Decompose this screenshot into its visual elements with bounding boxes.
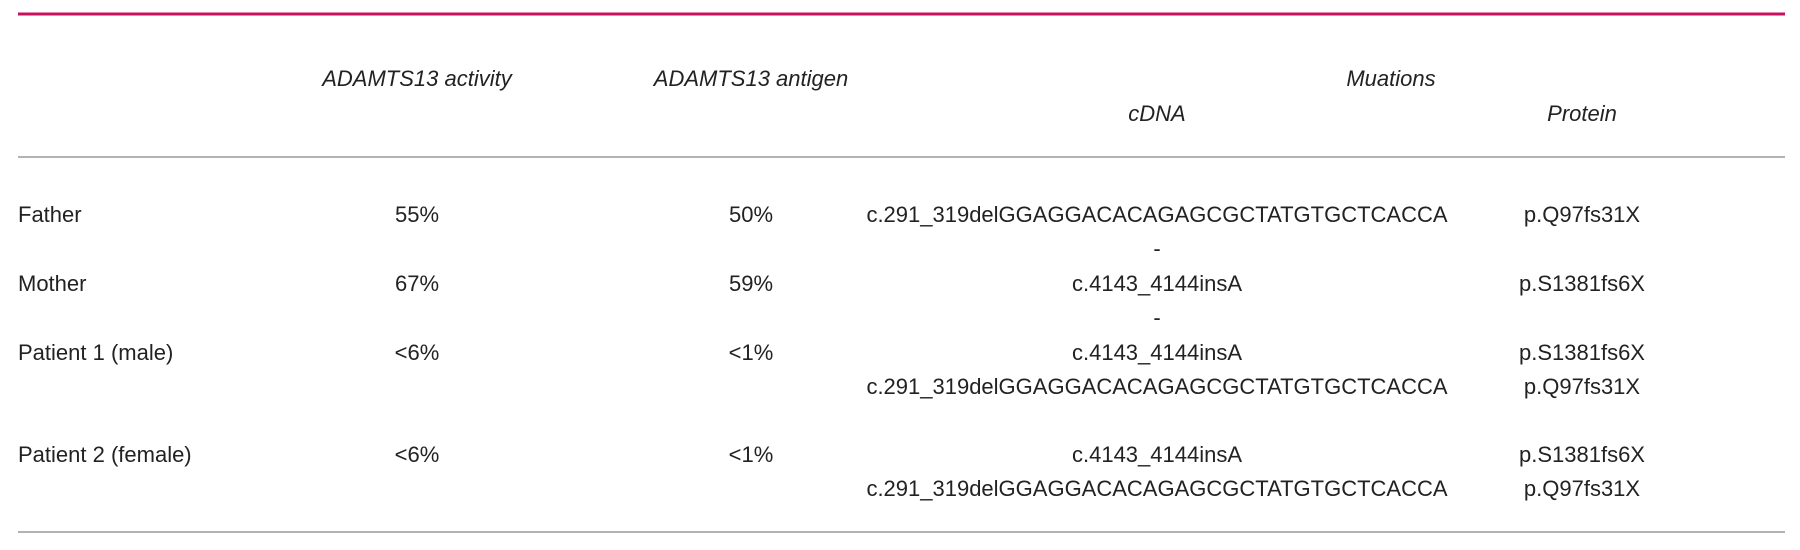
cell: p.Q97fs31X <box>1524 476 1641 501</box>
cell: p.S1381fs6X <box>1519 340 1645 365</box>
cell: <1% <box>729 442 774 467</box>
cell: 55% <box>395 202 439 227</box>
row-label: Patient 1 (male) <box>18 340 173 365</box>
cell: <6% <box>395 442 440 467</box>
cell: p.Q97fs31X <box>1524 202 1641 227</box>
cell: p.Q97fs31X <box>1524 374 1641 399</box>
cell: 67% <box>395 271 439 296</box>
cell: - <box>1153 305 1160 330</box>
row-label: Patient 2 (female) <box>18 442 192 467</box>
cell: p.S1381fs6X <box>1519 271 1645 296</box>
cell: c.291_319delGGAGGACACAGAGCGCTATGTGCTCACC… <box>866 476 1447 501</box>
header-cell: cDNA <box>1128 101 1185 126</box>
header-cell: Muations <box>1346 66 1435 91</box>
header-cell: Protein <box>1547 101 1617 126</box>
cell: c.291_319delGGAGGACACAGAGCGCTATGTGCTCACC… <box>866 374 1447 399</box>
header-cell: ADAMTS13 antigen <box>652 66 848 91</box>
cell: c.4143_4144insA <box>1072 340 1242 365</box>
row-label: Mother <box>18 271 86 296</box>
cell: c.4143_4144insA <box>1072 271 1242 296</box>
cell: c.4143_4144insA <box>1072 442 1242 467</box>
cell: 50% <box>729 202 773 227</box>
cell: - <box>1153 236 1160 261</box>
cell: <6% <box>395 340 440 365</box>
cell: p.S1381fs6X <box>1519 442 1645 467</box>
cell: 59% <box>729 271 773 296</box>
row-label: Father <box>18 202 82 227</box>
cell: <1% <box>729 340 774 365</box>
header-cell: ADAMTS13 activity <box>320 66 513 91</box>
cell: c.291_319delGGAGGACACAGAGCGCTATGTGCTCACC… <box>866 202 1447 227</box>
